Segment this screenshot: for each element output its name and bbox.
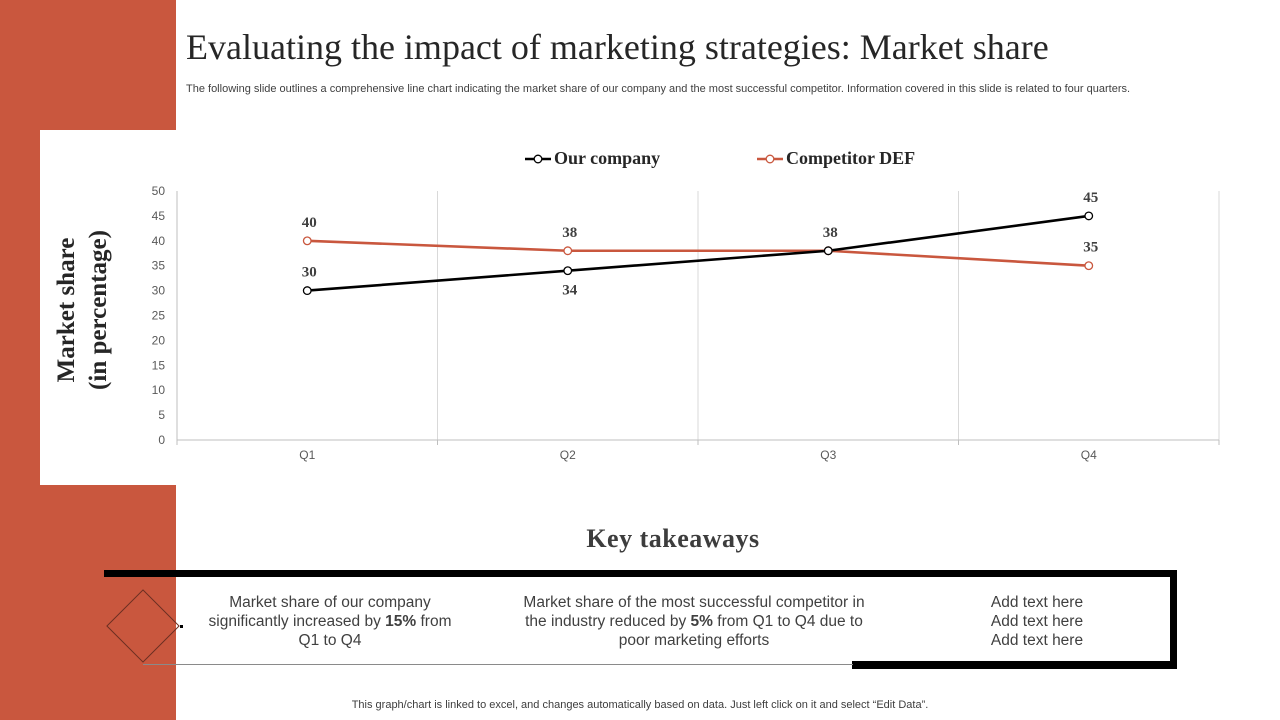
y-tick-label: 40 (152, 234, 166, 248)
x-tick-label: Q1 (299, 448, 315, 462)
x-tick-label: Q3 (820, 448, 836, 462)
y-tick-label: 35 (152, 259, 166, 273)
y-tick-label: 45 (152, 209, 166, 223)
series-2-data-label: 38 (562, 225, 577, 241)
key-takeaways-heading: Key takeaways (586, 524, 760, 553)
series-1-point (563, 266, 573, 276)
y-tick-label: 15 (152, 358, 166, 372)
x-tick-label: Q4 (1081, 448, 1097, 462)
takeaway-3-line-2: Add text here (990, 613, 1084, 630)
takeaway-2: Market share of the most successful comp… (515, 593, 873, 650)
takeaway-2-text: Market share of the most successful comp… (523, 594, 865, 630)
takeaway-3[interactable]: Add text here Add text here Add text her… (942, 593, 1132, 650)
legend-marker-2 (765, 154, 775, 164)
y-tick-label: 20 (152, 333, 166, 347)
series-line-1 (307, 214, 1089, 292)
series-1-point (823, 246, 833, 256)
takeaway-2-text-end: from Q1 to Q4 due to poor marketing effo… (618, 613, 863, 649)
takeaway-1-value: 15% (385, 613, 417, 630)
series-2-point (302, 236, 312, 246)
takeaway-2-value: 5% (690, 613, 713, 630)
legend-marker-1 (533, 154, 543, 164)
legend-label-2: Competitor DEF (786, 148, 915, 168)
x-tick-label: Q2 (560, 448, 576, 462)
series-1-data-label: 34 (562, 283, 578, 299)
takeaway-1-text-end: from Q1 to Q4 (298, 613, 452, 649)
slide-title: Evaluating the impact of marketing strat… (186, 27, 1049, 67)
takeaways-frame-bottom (852, 661, 1177, 669)
market-share-line-chart[interactable]: 0 5 10 15 20 25 30 35 40 45 50 Q1 Q2 Q3 Q4 Market share… (0, 130, 1280, 485)
series-2-point (563, 246, 573, 256)
series-2-data-label: 40 (302, 215, 317, 231)
series-line-2 (307, 239, 1089, 267)
series-1-data-label: 38 (823, 225, 838, 241)
y-tick-label: 50 (152, 184, 166, 198)
series-1-data-label: 45 (1083, 190, 1098, 206)
series-1-point (1084, 211, 1094, 221)
series-1-data-label: 30 (302, 265, 317, 281)
y-axis-title-line-2: (in percentage) (85, 230, 112, 390)
series-1-point (302, 286, 312, 296)
footer-note: This graph/chart is linked to excel, and… (351, 699, 929, 711)
bullet-dot (180, 625, 183, 628)
takeaways-frame-top (104, 570, 1176, 577)
series-2-data-label: 35 (1083, 240, 1098, 256)
legend-label-1: Our company (554, 148, 660, 168)
takeaways-frame-right (1170, 570, 1177, 669)
takeaway-1-text: Market share of our company significantl… (208, 594, 431, 630)
takeaway-3-line-1: Add text here (990, 594, 1084, 611)
y-tick-label: 5 (158, 408, 165, 422)
series-2-point (1084, 261, 1094, 271)
slide-subtitle: The following slide outlines a comprehen… (186, 83, 1131, 95)
takeaway-1: Market share of our company significantl… (205, 593, 455, 650)
y-tick-label: 30 (152, 284, 166, 298)
y-tick-label: 10 (152, 383, 166, 397)
takeaway-3-line-3: Add text here (990, 632, 1084, 649)
chart-panel (40, 130, 1280, 485)
y-tick-label: 0 (158, 433, 165, 447)
y-axis-title-line-1: Market share (53, 238, 80, 383)
y-tick-label: 25 (152, 309, 166, 323)
takeaways-frame-thin-line (143, 664, 853, 665)
